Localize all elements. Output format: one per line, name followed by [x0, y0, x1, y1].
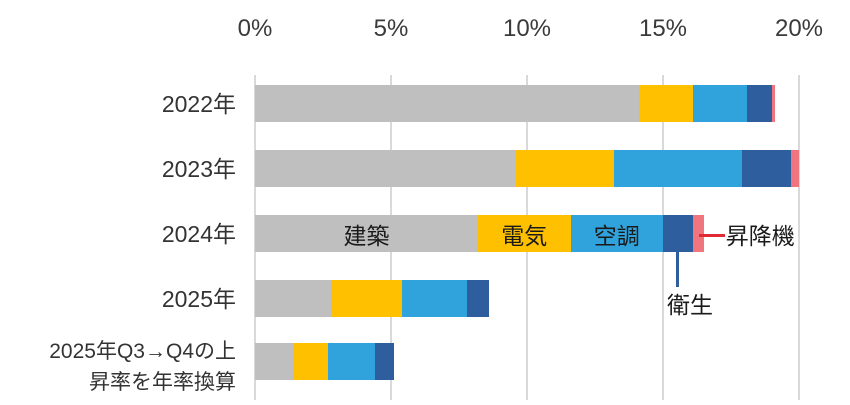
bar-segment-衛生	[467, 280, 489, 317]
category-label-line: 2022年	[161, 90, 236, 117]
bar-segment-空調	[692, 85, 748, 122]
bar-segment-空調	[614, 150, 742, 187]
category-label-5: 2025年Q3→Q4の上昇率を年率換算	[0, 336, 236, 398]
bar-segment-建築	[255, 280, 332, 317]
bar-segment-建築	[255, 85, 639, 122]
category-label-1: 2022年	[0, 89, 236, 119]
shokoki-callout-line	[698, 234, 725, 237]
eisei-callout-label: 衛生	[666, 292, 713, 318]
bar-segment-昇降機	[771, 85, 775, 122]
eisei-callout-line	[676, 252, 680, 287]
bar-segment-空調	[570, 215, 663, 252]
bar-segment-電気	[478, 215, 571, 252]
category-label-3: 2024年	[0, 219, 236, 249]
bar-segment-衛生	[741, 150, 791, 187]
category-label-line: 2024年	[161, 220, 236, 247]
bar-segment-昇降機	[692, 215, 704, 252]
category-label-line: 昇率を年率換算	[89, 370, 236, 394]
bar-segment-建築	[255, 150, 517, 187]
series-inline-label-空調: 空調	[593, 222, 640, 249]
category-label-line: 2025年	[161, 285, 236, 312]
series-inline-label-電気: 電気	[501, 222, 548, 249]
bar-segment-衛生	[663, 215, 693, 252]
category-label-2: 2023年	[0, 154, 236, 184]
x-tick-label: 20%	[774, 15, 824, 42]
bar-segment-電気	[516, 150, 615, 187]
category-label-line: 2023年	[161, 155, 236, 182]
x-tick-label: 15%	[638, 15, 688, 42]
bar-segment-衛生	[374, 343, 394, 380]
bar-segment-電気	[331, 280, 402, 317]
bar-segment-電気	[638, 85, 693, 122]
bar-segment-電気	[293, 343, 329, 380]
bar-segment-建築	[255, 215, 479, 252]
bar-segment-空調	[401, 280, 468, 317]
x-tick-label: 5%	[373, 15, 409, 42]
gridline-20pct	[798, 75, 800, 400]
bar-segment-建築	[255, 343, 294, 380]
category-label-line: 2025年Q3→Q4の上	[49, 339, 236, 363]
x-tick-label: 0%	[237, 15, 273, 42]
x-tick-label: 10%	[502, 15, 552, 42]
bar-segment-空調	[328, 343, 375, 380]
category-label-4: 2025年	[0, 284, 236, 314]
bar-segment-衛生	[747, 85, 772, 122]
series-inline-label-建築: 建築	[343, 222, 390, 249]
shokoki-callout-label: 昇降機	[725, 222, 795, 249]
bar-segment-昇降機	[790, 150, 799, 187]
